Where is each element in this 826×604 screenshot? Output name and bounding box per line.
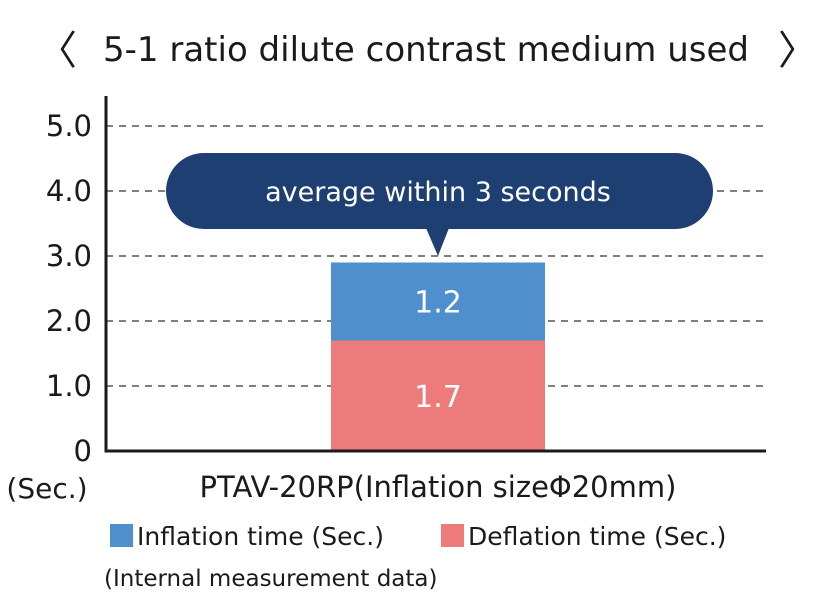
legend-swatch-inflation <box>110 524 133 547</box>
y-tick-label-3: 3.0 <box>46 239 92 273</box>
y-tick-label-2: 2.0 <box>46 304 92 338</box>
legend: Inflation time (Sec.) Deflation time (Se… <box>110 522 726 551</box>
bars: 1.7 1.2 <box>331 262 545 451</box>
y-tick-label-4: 4.0 <box>46 174 92 208</box>
y-tick-label-5: 5.0 <box>46 109 92 143</box>
y-axis-unit: (Sec.) <box>6 472 87 505</box>
title-bracket-right: 〉 <box>778 28 818 74</box>
callout: average within 3 seconds <box>166 153 713 256</box>
legend-label-deflation: Deflation time (Sec.) <box>468 522 726 551</box>
legend-swatch-deflation <box>441 524 464 547</box>
callout-text: average within 3 seconds <box>265 177 611 208</box>
y-tick-label-1: 1.0 <box>46 369 92 403</box>
legend-label-inflation: Inflation time (Sec.) <box>137 522 384 551</box>
callout-bubble <box>166 153 713 229</box>
category-label: PTAV-20RP(Inflation sizeΦ20mm) <box>200 470 677 504</box>
callout-pointer <box>426 228 449 256</box>
title-bracket-left: 〈 <box>37 28 77 74</box>
measurement-note: (Internal measurement data) <box>104 566 437 592</box>
bar-value-label-0: 1.7 <box>414 380 462 415</box>
axes <box>104 96 766 453</box>
y-tick-label-0: 0 <box>74 434 92 468</box>
bar-segment-0 <box>331 340 545 451</box>
chart-title: 5-1 ratio dilute contrast medium used <box>103 30 749 70</box>
bar-segment-1 <box>331 262 545 341</box>
y-tick-labels: 0 1.0 2.0 3.0 4.0 5.0 <box>46 109 92 468</box>
bar-value-label-1: 1.2 <box>414 286 462 321</box>
